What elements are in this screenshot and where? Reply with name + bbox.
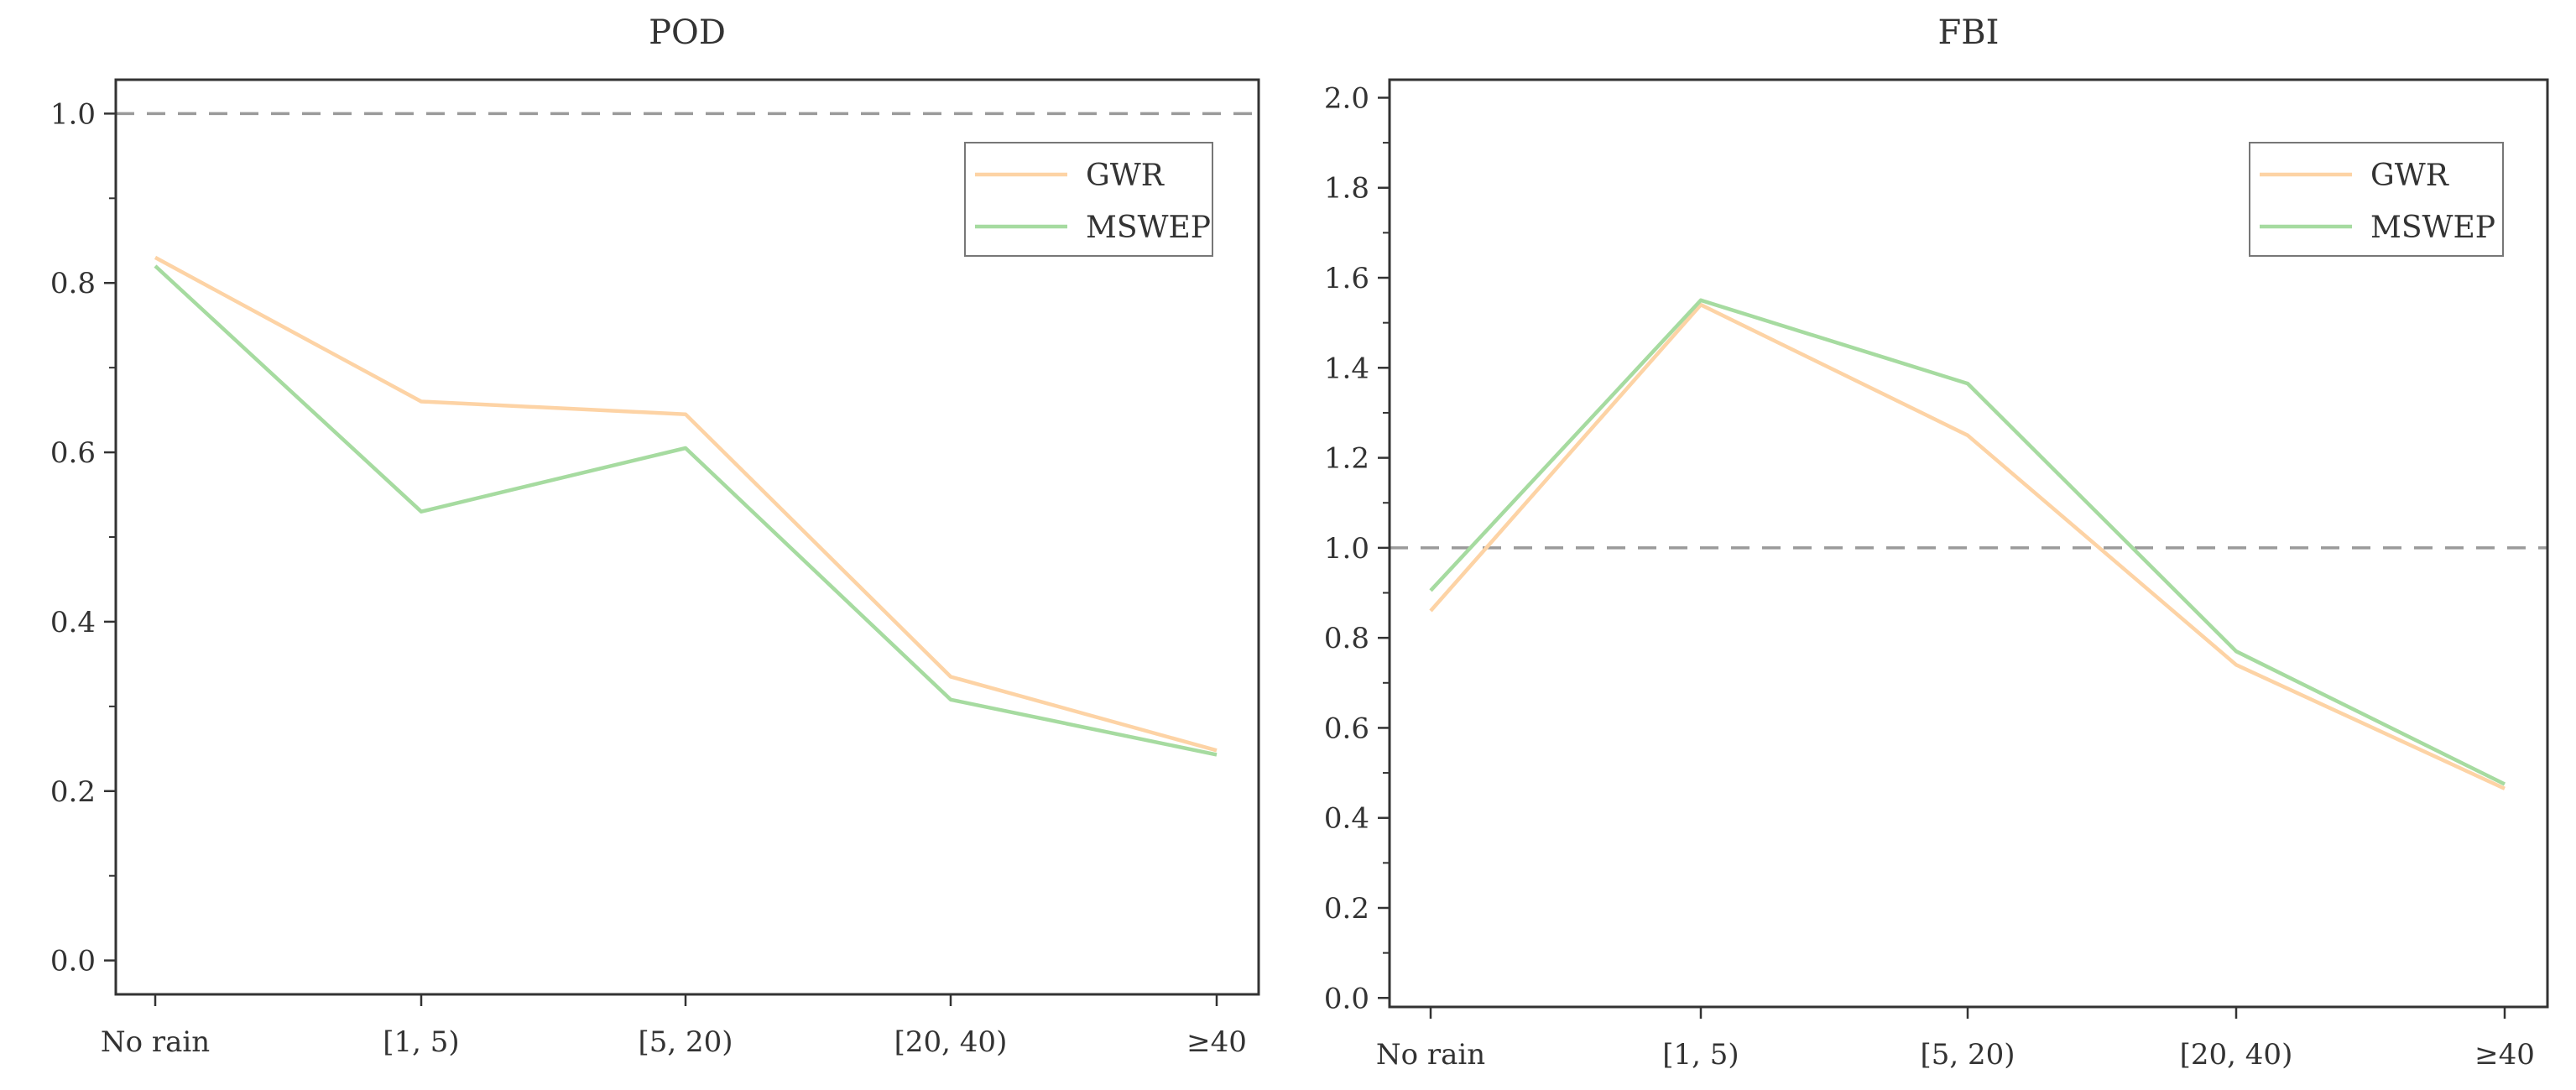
series-line-gwr: [154, 255, 1218, 753]
series-line-mswep: [1429, 298, 2506, 786]
y-tick-label: 1.2: [1324, 442, 1369, 476]
y-tick-label: 1.0: [1324, 532, 1369, 566]
x-tick-label: No rain: [101, 1025, 210, 1059]
y-tick-label: 0.0: [50, 945, 96, 978]
legend-label-gwr: GWR: [2370, 159, 2449, 193]
y-tick-label: 1.6: [1324, 262, 1369, 295]
x-tick-label: ≥40: [2474, 1038, 2535, 1072]
x-tick-label: ≥40: [1186, 1025, 1247, 1059]
x-tick-label: [20, 40): [2180, 1038, 2293, 1072]
y-tick-label: 1.0: [50, 97, 96, 131]
series-line-gwr: [1429, 302, 2506, 790]
x-tick-label: [20, 40): [894, 1025, 1008, 1059]
chart-title: POD: [649, 13, 726, 52]
y-tick-label: 1.4: [1324, 352, 1369, 385]
series-line-mswep: [154, 264, 1218, 757]
legend-label-mswep: MSWEP: [1086, 211, 1211, 245]
legend: GWR MSWEP: [964, 142, 1213, 257]
y-tick-label: 0.6: [50, 436, 96, 470]
legend-label-mswep: MSWEP: [2370, 211, 2495, 245]
legend-box: [964, 142, 1213, 257]
x-tick-label: [1, 5): [1662, 1038, 1739, 1072]
y-tick-label: 0.2: [1324, 892, 1369, 926]
y-tick-label: 0.8: [50, 267, 96, 300]
y-tick-label: 2.0: [1324, 81, 1369, 115]
y-tick-label: 0.2: [50, 775, 96, 809]
plot-frame: [1388, 78, 2549, 1009]
chart-1: FBI 0.0 0.2 0.4 0.6 0.8 1.0 1.2 1.4 1.6 1.8 2.0 No r…: [1324, 13, 2549, 1072]
y-tick-label: 1.8: [1324, 172, 1369, 206]
y-tick-label: 0.0: [1324, 982, 1369, 1015]
x-tick-label: [1, 5): [383, 1025, 459, 1059]
y-tick-label: 0.4: [1324, 802, 1369, 836]
legend-box: [2249, 142, 2504, 257]
plot-frame: [114, 78, 1260, 996]
y-tick-label: 0.8: [1324, 622, 1369, 655]
x-tick-label: No rain: [1376, 1038, 1485, 1072]
legend: GWR MSWEP: [2249, 142, 2504, 257]
chart-0: POD 0.0 0.2 0.4 0.6 0.8 1.0 No rain [1, 5) [5, 20…: [50, 13, 1260, 1059]
y-tick-label: 0.4: [50, 606, 96, 639]
x-tick-label: [5, 20): [1920, 1038, 2015, 1072]
x-tick-label: [5, 20): [638, 1025, 733, 1059]
chart-title: FBI: [1938, 13, 2000, 52]
legend-label-gwr: GWR: [1086, 159, 1165, 193]
y-tick-label: 0.6: [1324, 712, 1369, 745]
